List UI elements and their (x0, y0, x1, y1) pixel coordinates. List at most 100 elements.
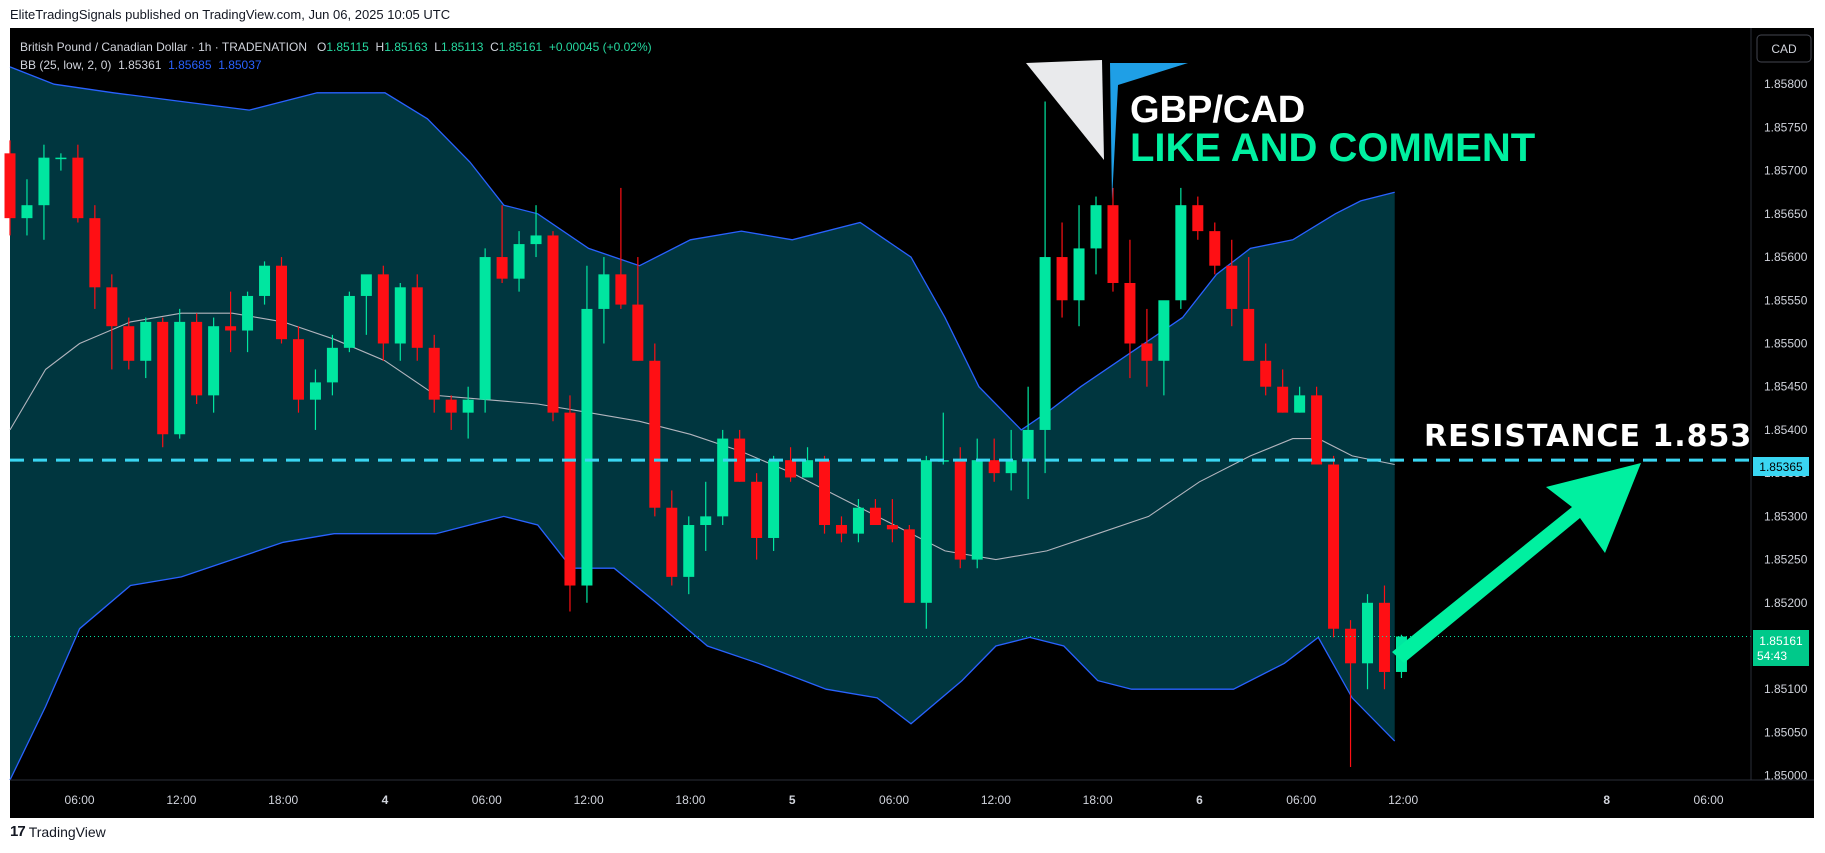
candle-body (1022, 429, 1034, 461)
candle (123, 317, 135, 370)
ohlc-legend: British Pound / Canadian Dollar · 1h · T… (20, 40, 652, 54)
time-axis[interactable]: 06:00 12:00 18:00 4 06:00 12:00 18:00 5 06:00 12:… (65, 793, 1724, 807)
price-tick-label: 1.85200 (1764, 596, 1808, 610)
candle (734, 429, 746, 482)
candle-body (428, 347, 440, 400)
candle-body (903, 529, 915, 603)
time-tick-label: 18:00 (675, 793, 705, 807)
resistance-price-tag: 1.85365 (1753, 457, 1809, 476)
price-tick-label: 1.85750 (1764, 120, 1808, 134)
candle-body (1124, 282, 1136, 344)
candle-body (259, 265, 271, 296)
tradingview-footer[interactable]: 17 TradingView (10, 823, 106, 840)
candle-body (411, 287, 423, 348)
candle (852, 499, 864, 543)
candle (1192, 196, 1204, 240)
lower-band (9, 515, 1396, 781)
price-tick-label: 1.85500 (1764, 336, 1808, 350)
candle (157, 317, 169, 448)
candle-body (242, 295, 254, 331)
candle (89, 205, 101, 309)
resistance-label: RESISTANCE 1.853 (1424, 419, 1752, 454)
candle-body (852, 507, 864, 534)
candle (208, 317, 220, 413)
brand-logo (1026, 60, 1188, 200)
candle (1345, 620, 1357, 768)
candle-body (343, 295, 355, 348)
candle-body (1345, 628, 1357, 664)
candle-body (530, 235, 542, 245)
currency-button[interactable]: CAD (1756, 34, 1812, 63)
candle-body (106, 287, 118, 327)
candle-body (835, 525, 847, 534)
candle (191, 313, 203, 404)
bb-legend[interactable]: BB (25, low, 2, 0) 1.85361 1.85685 1.850… (20, 58, 262, 72)
candle (225, 291, 237, 353)
candle (751, 473, 763, 560)
target-arrow (1392, 463, 1641, 663)
candle-body (547, 235, 559, 413)
candle-body (1243, 308, 1255, 361)
candle (564, 395, 576, 612)
candle-body (1209, 231, 1221, 266)
candle-body (496, 257, 508, 279)
candle (259, 261, 271, 305)
candle-body (55, 157, 67, 160)
pair-title: GBP/CAD (1130, 89, 1305, 131)
candle (785, 447, 797, 482)
candle-body (394, 287, 406, 344)
publisher-header: EliteTradingSignals published on Trading… (10, 7, 451, 22)
candle-body (819, 460, 831, 526)
symbol-label[interactable]: British Pound / Canadian Dollar · 1h · T… (20, 40, 307, 54)
candle (394, 282, 406, 361)
candle-body (649, 360, 661, 508)
candle-body (1005, 460, 1017, 474)
candle-body (140, 321, 152, 361)
candle-body (1175, 205, 1187, 301)
candle-body (1107, 205, 1119, 283)
candle (1243, 257, 1255, 361)
svg-text:1.85161: 1.85161 (1759, 634, 1803, 648)
candle-body (21, 205, 33, 219)
candle (988, 438, 1000, 482)
time-tick-label: 18:00 (1083, 793, 1113, 807)
candle (242, 291, 254, 353)
candle (513, 231, 525, 292)
candle-body (1073, 248, 1085, 301)
candle (819, 455, 831, 534)
candle (445, 395, 457, 430)
candle-body (225, 326, 237, 331)
time-tick-label: 06:00 (472, 793, 502, 807)
candle (1124, 239, 1136, 379)
candle (174, 308, 186, 439)
candle (1260, 343, 1272, 396)
price-tick-label: 1.85700 (1764, 164, 1808, 178)
candle-body (971, 460, 983, 560)
time-tick-label: 8 (1603, 793, 1610, 807)
candle (1378, 585, 1390, 690)
price-axis[interactable]: 1.85800 1.85750 1.85700 1.85650 1.85600 1.855… (1764, 77, 1808, 782)
candle-body (1260, 360, 1272, 387)
candle-body (598, 274, 610, 309)
candle (920, 455, 932, 629)
candle (835, 516, 847, 543)
time-tick-label: 06:00 (879, 793, 909, 807)
bollinger-bands (9, 66, 1396, 781)
candle-body (768, 460, 780, 538)
candle-body (751, 481, 763, 538)
candle-body (377, 274, 389, 344)
candle (55, 153, 67, 171)
candle (4, 140, 16, 236)
candle (462, 386, 474, 439)
svg-text:1.85365: 1.85365 (1759, 460, 1803, 474)
candle-body (920, 460, 932, 603)
price-tick-label: 1.85100 (1764, 682, 1808, 696)
candle (1056, 222, 1068, 318)
candle (649, 343, 661, 517)
candle (276, 257, 288, 344)
candle-body (513, 244, 525, 279)
candle (479, 248, 491, 413)
candle-body (157, 321, 169, 435)
candle-body (1158, 300, 1170, 361)
